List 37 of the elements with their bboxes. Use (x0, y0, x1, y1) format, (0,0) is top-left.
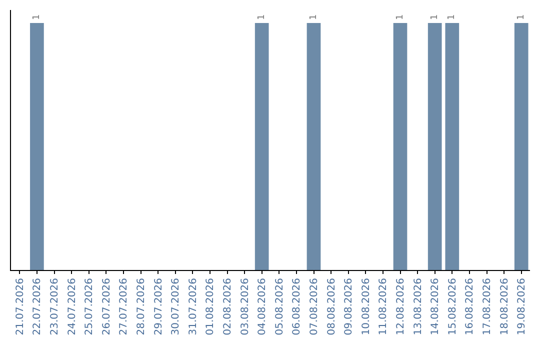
x-tick-label: 03.08.2026 (240, 278, 251, 336)
data-label: 1 (516, 14, 526, 20)
x-tick-label: 14.08.2026 (430, 278, 442, 336)
data-label: 1 (308, 14, 319, 20)
data-label: 1 (256, 14, 267, 20)
data-label: 1 (32, 14, 42, 20)
x-tick-label: 27.07.2026 (118, 278, 130, 336)
x-tick-label: 22.07.2026 (32, 278, 44, 336)
x-tick-label: 16.08.2026 (464, 278, 476, 336)
x-tick-label: 26.07.2026 (101, 278, 112, 336)
x-tick-label: 31.07.2026 (188, 278, 199, 336)
x-tick-label: 01.08.2026 (205, 278, 216, 336)
x-tick-label: 06.08.2026 (292, 278, 303, 336)
x-tick-label: 09.08.2026 (344, 278, 355, 336)
x-tick-label: 07.08.2026 (309, 278, 320, 336)
x-tick-label: 05.08.2026 (274, 278, 286, 336)
x-tick-label: 08.08.2026 (326, 278, 338, 336)
data-label: 1 (395, 14, 406, 20)
x-tick-label: 17.08.2026 (482, 278, 493, 336)
x-tick-label: 13.08.2026 (412, 278, 424, 336)
data-label: 1 (430, 14, 440, 20)
x-tick-label: 24.07.2026 (66, 278, 78, 336)
x-tick-label: 15.08.2026 (447, 278, 458, 336)
x-tick-label: 28.07.2026 (136, 278, 147, 336)
x-tick-label: 10.08.2026 (360, 278, 372, 336)
data-label: 1 (447, 14, 458, 20)
x-tick-label: 23.07.2026 (50, 278, 60, 336)
x-tick-label: 29.07.2026 (153, 278, 164, 336)
x-tick-label: 02.08.2026 (222, 278, 234, 336)
x-tick-label: 18.08.2026 (499, 278, 510, 336)
x-tick-label: 04.08.2026 (257, 278, 268, 336)
x-tick-label: 30.07.2026 (170, 278, 182, 336)
x-tick-label: 21.07.2026 (14, 278, 26, 336)
x-tick-label: 11.08.2026 (378, 278, 390, 336)
x-tick-label: 19.08.2026 (516, 278, 528, 336)
x-tick-label: 12.08.2026 (396, 278, 406, 336)
x-tick-label: 25.07.2026 (84, 278, 96, 336)
